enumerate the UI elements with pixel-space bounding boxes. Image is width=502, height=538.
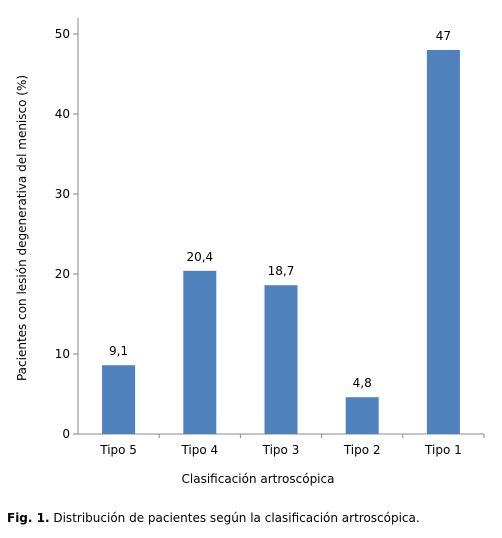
figure-caption: Fig. 1. Distribución de pacientes según … [7,511,497,525]
bar [264,285,298,434]
y-tick-label: 0 [62,427,70,441]
x-axis: Tipo 5 Tipo 4 Tipo 3 Tipo 2 Tipo 1 [78,433,485,457]
y-axis: 0 10 20 30 40 50 [55,18,79,441]
bar [183,270,217,434]
bar [102,365,136,434]
x-tick-label: Tipo 2 [343,443,381,457]
y-tick-label: 50 [55,27,70,41]
x-axis-title: Clasificación artroscópica [182,472,335,486]
bar [345,397,379,434]
bar-value-label: 20,4 [186,250,213,264]
bar-value-label: 47 [436,29,451,43]
x-tick-label: Tipo 5 [99,443,137,457]
figure-caption-text: Distribución de pacientes según la clasi… [49,511,420,525]
bar-value-label: 9,1 [109,344,128,358]
y-tick-label: 10 [55,347,70,361]
bar-value-label: 18,7 [268,264,295,278]
x-tick-label: Tipo 1 [424,443,462,457]
y-tick-label: 40 [55,107,70,121]
bar [426,50,460,434]
y-tick-label: 20 [55,267,70,281]
figure-caption-label: Fig. 1. [7,511,50,525]
y-axis-title: Pacientes con lesión degenerativa del me… [15,75,29,381]
data-labels: 9,1 20,4 18,7 4,8 47 [109,29,451,390]
bars [102,50,460,434]
x-tick-label: Tipo 3 [262,443,300,457]
bar-value-label: 4,8 [353,376,372,390]
y-tick-label: 30 [55,187,70,201]
x-tick-label: Tipo 4 [180,443,218,457]
